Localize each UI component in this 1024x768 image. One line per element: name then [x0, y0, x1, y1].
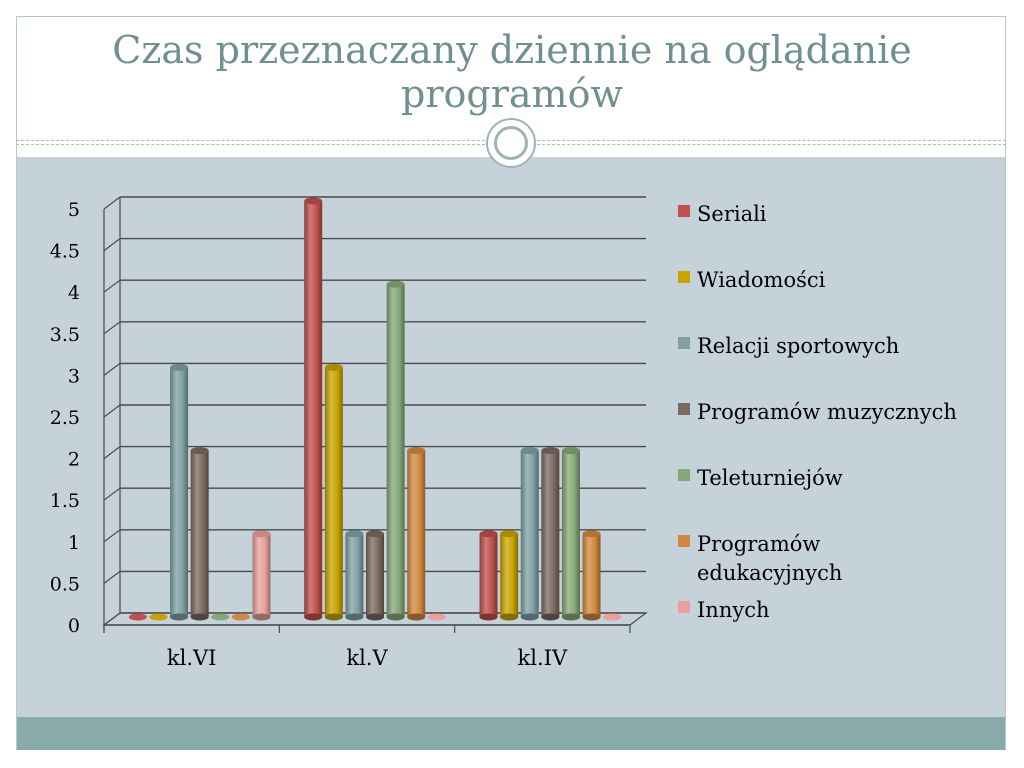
bar — [500, 533, 519, 617]
bar-base — [345, 613, 364, 621]
bar-base — [479, 613, 498, 621]
title-ring-inner — [494, 126, 528, 160]
y-tick-label: 3 — [68, 365, 80, 387]
gridline-side — [103, 446, 121, 460]
bar — [386, 284, 405, 617]
bar — [170, 367, 189, 617]
legend-label: Innych — [697, 598, 770, 622]
legend-swatch — [678, 403, 690, 415]
bar-base — [386, 613, 405, 621]
bar — [541, 450, 560, 617]
gridline-side — [103, 196, 121, 210]
y-tick-label: 2 — [68, 449, 80, 471]
bar — [520, 450, 539, 617]
bar — [366, 533, 384, 617]
x-tick-label: kl.IV — [518, 646, 568, 670]
title-line-2: programów — [401, 72, 623, 116]
legend-swatch — [678, 337, 690, 349]
bar-top — [582, 530, 601, 538]
bar-base — [170, 613, 189, 621]
bar-base — [582, 613, 601, 621]
bar-top — [324, 363, 343, 371]
bar-top — [541, 447, 560, 455]
y-tick-label: 3.5 — [50, 324, 80, 346]
bar-base — [366, 613, 384, 621]
bar — [561, 450, 580, 617]
y-tick-label: 4.5 — [50, 241, 80, 263]
legend-label: Teleturniejów — [697, 466, 843, 490]
bar — [582, 533, 601, 617]
bar-top — [190, 447, 209, 455]
legend-label: edukacyjnych — [697, 561, 842, 585]
y-tick-label: 0 — [68, 615, 80, 637]
bar-base — [190, 613, 209, 621]
gridline-side — [103, 321, 121, 335]
y-tick-label: 0.5 — [50, 573, 80, 595]
gridline-side — [103, 529, 121, 543]
bar-top — [386, 280, 405, 288]
legend-label: Programów muzycznych — [697, 400, 957, 424]
y-tick-label: 1.5 — [50, 490, 80, 512]
bar-base — [500, 613, 519, 621]
x-tick-label: kl.VI — [167, 646, 217, 670]
legend-swatch — [678, 205, 690, 217]
bar-base — [324, 613, 343, 621]
y-tick-label: 1 — [68, 532, 80, 554]
gridline-side — [103, 362, 121, 376]
bar-zero-disc — [149, 613, 168, 621]
gridline-side — [103, 238, 121, 252]
bar-zero-disc — [603, 613, 622, 621]
legend-label: Programów — [697, 532, 820, 556]
bar-zero-disc — [427, 613, 446, 621]
legend-label: Relacji sportowych — [697, 334, 899, 358]
bar — [479, 533, 498, 617]
bar — [345, 533, 364, 617]
bar-zero-disc — [211, 613, 230, 621]
bar-top — [304, 197, 323, 205]
bar-base — [520, 613, 539, 621]
bar-base — [252, 613, 271, 621]
y-tick-label: 4 — [68, 282, 80, 304]
title-line-1: Czas przeznaczany dziennie na oglądanie — [112, 28, 912, 72]
slide-title: Czas przeznaczany dziennie na oglądanie … — [16, 28, 1008, 116]
bar-zero-disc — [128, 613, 147, 621]
bar-top — [500, 530, 519, 538]
gridline-side — [103, 279, 121, 293]
title-ring-ornament — [486, 118, 536, 168]
gridline-side — [103, 570, 121, 584]
legend-swatch — [678, 271, 690, 283]
x-tick-label: kl.V — [346, 646, 388, 670]
bar — [190, 450, 209, 617]
legend-swatch — [678, 535, 690, 547]
bar-top — [561, 447, 580, 455]
bar-base — [407, 613, 426, 621]
bar-top — [366, 530, 384, 538]
gridline-side — [103, 404, 121, 418]
legend-label: Seriali — [697, 202, 767, 226]
bar-top — [252, 530, 271, 538]
bar-base — [304, 613, 323, 621]
y-tick-label: 5 — [68, 199, 80, 221]
bar — [304, 201, 323, 617]
bar — [407, 450, 426, 617]
y-tick-label: 2.5 — [50, 407, 80, 429]
footer-band — [17, 717, 1005, 750]
bar-top — [345, 530, 364, 538]
bar-top — [170, 363, 189, 371]
bar — [252, 533, 271, 617]
bar-top — [520, 447, 539, 455]
legend-swatch — [678, 469, 690, 481]
bar-top — [407, 447, 426, 455]
gridline-side — [103, 487, 121, 501]
bar-base — [561, 613, 580, 621]
bar-zero-disc — [231, 613, 250, 621]
bar — [324, 367, 343, 617]
bar-base — [541, 613, 560, 621]
legend-swatch — [678, 601, 690, 613]
legend-label: Wiadomości — [697, 268, 826, 292]
bar-top — [479, 530, 498, 538]
